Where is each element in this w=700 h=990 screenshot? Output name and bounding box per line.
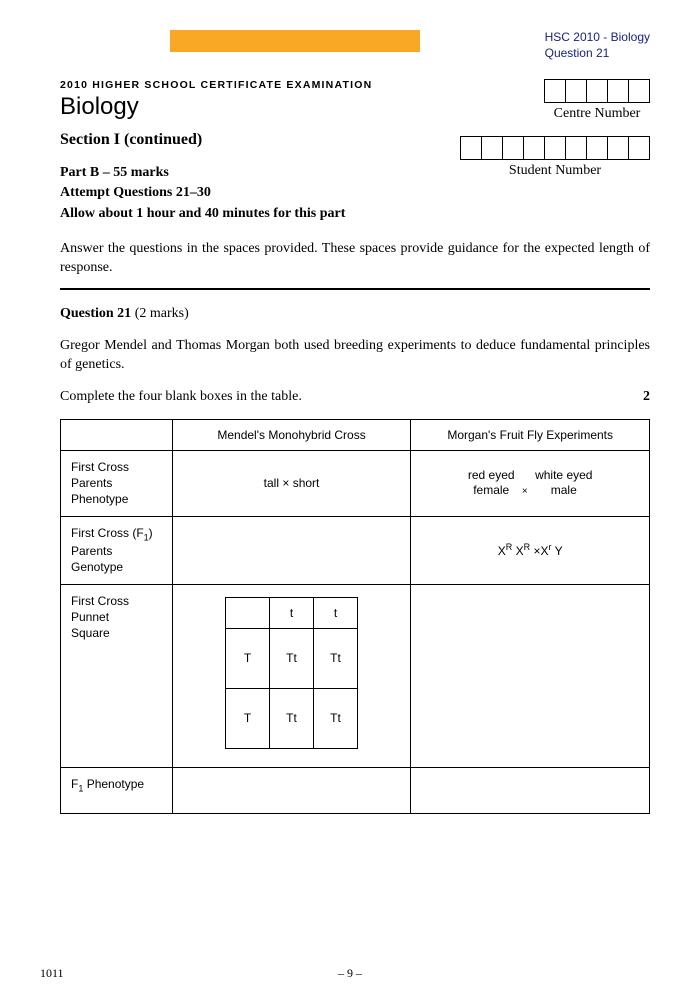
centre-number-label: Centre Number: [554, 106, 641, 122]
entry-cell[interactable]: [586, 79, 608, 103]
header-label: HSC 2010 - Biology Question 21: [545, 30, 650, 61]
row2-col1-blank[interactable]: [172, 516, 411, 584]
footer-page: – 9 –: [338, 966, 362, 981]
genetics-table: Mendel's Monohybrid Cross Morgan's Fruit…: [60, 419, 650, 813]
col2-header: Morgan's Fruit Fly Experiments: [411, 420, 650, 451]
entry-cell[interactable]: [460, 136, 482, 160]
top-bar: HSC 2010 - Biology Question 21: [60, 30, 650, 61]
row4-label: F1 Phenotype: [61, 767, 173, 813]
exam-line: 2010 HIGHER SCHOOL CERTIFICATE EXAMINATI…: [60, 79, 460, 91]
header-line1: HSC 2010 - Biology: [545, 30, 650, 46]
part-line3: Allow about 1 hour and 40 minutes for th…: [60, 204, 460, 224]
entry-cell[interactable]: [502, 136, 524, 160]
row4-col2-blank[interactable]: [411, 767, 650, 813]
entry-cell[interactable]: [523, 136, 545, 160]
question-heading: Question 21 (2 marks): [60, 306, 650, 322]
part-line2: Attempt Questions 21–30: [60, 183, 460, 203]
row1-col1: tall × short: [172, 451, 411, 517]
part-block: Part B – 55 marks Attempt Questions 21–3…: [60, 163, 460, 224]
instructions-text: Answer the questions in the spaces provi…: [60, 240, 650, 278]
row2-col2: XR XR ×Xr Y: [411, 516, 650, 584]
row1-label: First CrossParentsPhenotype: [61, 451, 173, 517]
footer-code: 1011: [40, 966, 64, 981]
entry-cell[interactable]: [544, 79, 566, 103]
centre-number-block: Centre Number: [544, 79, 650, 122]
student-number-block: Student Number: [460, 136, 650, 179]
blank-header: [61, 420, 173, 451]
entry-cell[interactable]: [607, 136, 629, 160]
r1c2-mid: ×: [518, 486, 532, 497]
mark-value: 2: [643, 389, 650, 405]
row3-col2-blank[interactable]: [411, 584, 650, 767]
punnett-square: ttTTtTtTTtTt: [225, 597, 358, 749]
orange-band: [170, 30, 420, 52]
question-marks: (2 marks): [135, 306, 189, 321]
entry-cell[interactable]: [628, 79, 650, 103]
part-line1: Part B – 55 marks: [60, 163, 460, 183]
col1-header: Mendel's Monohybrid Cross: [172, 420, 411, 451]
entry-cell[interactable]: [628, 136, 650, 160]
student-number-boxes[interactable]: [460, 136, 650, 160]
r1c2-left: red eyedfemale: [468, 468, 515, 499]
subject-title: Biology: [60, 93, 460, 121]
row4-col1-blank[interactable]: [172, 767, 411, 813]
header-line2: Question 21: [545, 46, 650, 62]
entry-cell[interactable]: [586, 136, 608, 160]
row1-col2: red eyedfemale × white eyedmale: [411, 451, 650, 517]
section-title: Section I (continued): [60, 131, 460, 149]
entry-cell[interactable]: [565, 136, 587, 160]
row3-col1: ttTTtTtTTtTt: [172, 584, 411, 767]
entry-cell[interactable]: [481, 136, 503, 160]
centre-number-boxes[interactable]: [544, 79, 650, 103]
entry-cell[interactable]: [544, 136, 566, 160]
student-number-label: Student Number: [509, 163, 601, 179]
task-row: Complete the four blank boxes in the tab…: [60, 389, 650, 405]
r1c2-right: white eyedmale: [535, 468, 592, 499]
question-number: Question 21: [60, 306, 131, 321]
task-text: Complete the four blank boxes in the tab…: [60, 389, 302, 405]
entry-cell[interactable]: [565, 79, 587, 103]
row2-label: First Cross (F1)ParentsGenotype: [61, 516, 173, 584]
divider: [60, 288, 650, 290]
question-intro: Gregor Mendel and Thomas Morgan both use…: [60, 336, 650, 375]
row3-label: First CrossPunnetSquare: [61, 584, 173, 767]
entry-cell[interactable]: [607, 79, 629, 103]
